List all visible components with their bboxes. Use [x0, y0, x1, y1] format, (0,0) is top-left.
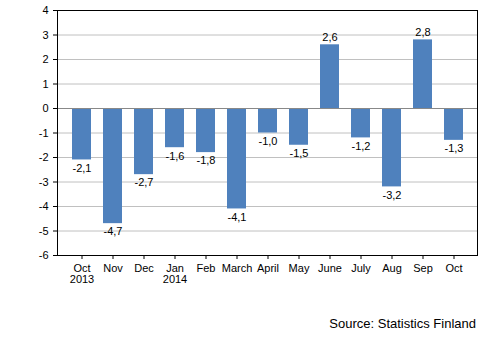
svg-text:-3,2: -3,2 [383, 189, 402, 201]
svg-text:Dec: Dec [134, 262, 154, 274]
svg-text:-4: -4 [39, 200, 49, 212]
svg-text:2,8: 2,8 [415, 26, 430, 38]
svg-text:-3: -3 [39, 176, 49, 188]
svg-text:Sep: Sep [413, 262, 433, 274]
svg-text:April: April [257, 262, 279, 274]
svg-text:-1,6: -1,6 [166, 150, 185, 162]
svg-text:Aug: Aug [382, 262, 402, 274]
svg-text:-2: -2 [39, 151, 49, 163]
html-text:Source: Statistics Finland: Source: Statistics Finland [329, 316, 476, 331]
svg-text:Oct2013: Oct2013 [70, 262, 94, 285]
svg-text:1: 1 [42, 78, 48, 90]
svg-text:4: 4 [42, 4, 48, 16]
svg-text:-4,7: -4,7 [104, 225, 123, 237]
svg-text:-5: -5 [39, 225, 49, 237]
svg-text:Oct: Oct [445, 262, 462, 274]
svg-text:2,6: 2,6 [322, 31, 337, 43]
svg-text:2: 2 [42, 53, 48, 65]
svg-text:-4,1: -4,1 [228, 211, 247, 223]
svg-text:July: July [351, 262, 371, 274]
svg-text:June: June [318, 262, 342, 274]
svg-text:Nov: Nov [103, 262, 123, 274]
svg-text:-2,7: -2,7 [135, 176, 154, 188]
svg-text:0: 0 [42, 102, 48, 114]
svg-text:-1,0: -1,0 [259, 135, 278, 147]
svg-text:3: 3 [42, 29, 48, 41]
svg-text:-6: -6 [39, 249, 49, 261]
svg-text:March: March [222, 262, 253, 274]
svg-text:-1,8: -1,8 [197, 154, 216, 166]
svg-text:-1,5: -1,5 [290, 147, 309, 159]
svg-text:May: May [289, 262, 310, 274]
svg-text:Feb: Feb [197, 262, 216, 274]
svg-text:-1,2: -1,2 [352, 140, 371, 152]
svg-text:-1,3: -1,3 [445, 142, 464, 154]
svg-text:-2,1: -2,1 [73, 162, 92, 174]
svg-text:Jan2014: Jan2014 [163, 262, 187, 285]
svg-text:-1: -1 [39, 127, 49, 139]
